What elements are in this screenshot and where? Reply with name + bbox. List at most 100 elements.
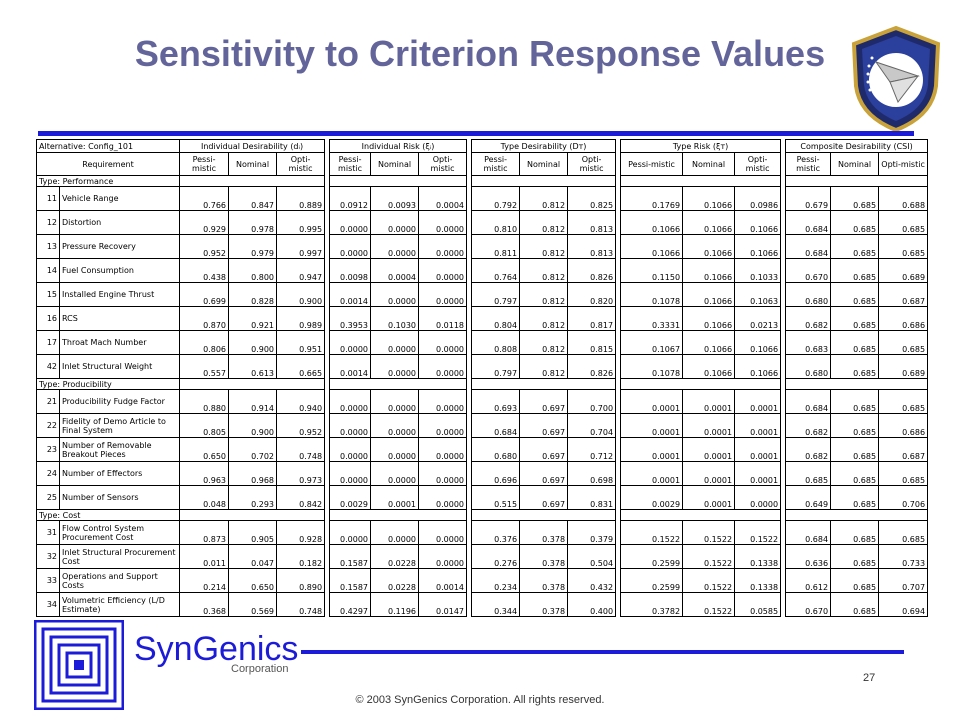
empty-cell xyxy=(471,175,617,187)
empty-cell xyxy=(471,378,617,390)
value-cell: 0.1066 xyxy=(620,234,684,259)
value-cell: 0.557 xyxy=(179,354,230,379)
value-cell: 0.649 xyxy=(785,485,832,510)
value-cell: 0.698 xyxy=(567,461,617,486)
value-cell: 0.1030 xyxy=(370,306,420,331)
value-cell: 0.214 xyxy=(179,568,230,593)
table-row: 21 Producibility Fudge Factor 0.880 0.914 0.… xyxy=(36,389,928,414)
value-cell: 0.812 xyxy=(519,306,569,331)
value-cell: 0.1150 xyxy=(620,258,684,283)
value-cell: 0.685 xyxy=(830,485,880,510)
value-cell: 0.812 xyxy=(519,282,569,307)
value-cell: 0.2599 xyxy=(620,544,684,569)
type-row: Type: Performance xyxy=(36,175,928,187)
type-label: Type: Performance xyxy=(36,175,181,187)
subheader-cell: Pessi-mistic xyxy=(329,152,372,176)
value-cell: 0.378 xyxy=(519,592,569,617)
value-cell: 0.182 xyxy=(276,544,326,569)
value-cell: 0.1522 xyxy=(682,520,736,545)
value-cell: 0.685 xyxy=(830,437,880,462)
value-cell: 0.699 xyxy=(179,282,230,307)
value-cell: 0.706 xyxy=(878,485,928,510)
requirement-id: 33 xyxy=(36,568,60,593)
value-cell: 0.0001 xyxy=(682,461,736,486)
value-cell: 0.847 xyxy=(228,186,278,211)
value-cell: 0.1338 xyxy=(734,568,782,593)
value-cell: 0.697 xyxy=(519,437,569,462)
value-cell: 0.810 xyxy=(471,210,521,235)
value-cell: 0.0000 xyxy=(418,330,468,355)
type-label: Type: Cost xyxy=(36,509,181,521)
table-row: 15 Installed Engine Thrust 0.699 0.828 0.900… xyxy=(36,282,928,307)
value-cell: 0.812 xyxy=(519,186,569,211)
table-row: 14 Fuel Consumption 0.438 0.800 0.947 0.0098 0… xyxy=(36,258,928,283)
value-cell: 0.0000 xyxy=(418,413,468,438)
value-cell: 0.685 xyxy=(830,568,880,593)
value-cell: 0.683 xyxy=(785,330,832,355)
value-cell: 0.1078 xyxy=(620,282,684,307)
requirement-name: Throat Mach Number xyxy=(58,330,181,355)
value-cell: 0.0000 xyxy=(418,282,468,307)
subheader-cell: Opti-mistic xyxy=(418,152,468,176)
value-cell: 0.0000 xyxy=(418,210,468,235)
value-cell: 0.0000 xyxy=(370,330,420,355)
requirement-name: Pressure Recovery xyxy=(58,234,181,259)
value-cell: 0.0000 xyxy=(418,461,468,486)
value-cell: 0.0029 xyxy=(329,485,372,510)
value-cell: 0.685 xyxy=(830,330,880,355)
value-cell: 0.0000 xyxy=(370,437,420,462)
value-cell: 0.979 xyxy=(228,234,278,259)
value-cell: 0.748 xyxy=(276,592,326,617)
value-cell: 0.1066 xyxy=(682,258,736,283)
value-cell: 0.817 xyxy=(567,306,617,331)
group-header: Individual Risk (ξᵢ) xyxy=(329,139,468,153)
value-cell: 0.1066 xyxy=(734,234,782,259)
value-cell: 0.800 xyxy=(228,258,278,283)
empty-cell xyxy=(620,175,782,187)
value-cell: 0.0000 xyxy=(370,389,420,414)
value-cell: 0.1066 xyxy=(734,354,782,379)
value-cell: 0.0228 xyxy=(370,544,420,569)
value-cell: 0.685 xyxy=(830,413,880,438)
value-cell: 0.0000 xyxy=(370,413,420,438)
value-cell: 0.978 xyxy=(228,210,278,235)
value-cell: 0.707 xyxy=(878,568,928,593)
requirement-header: Requirement xyxy=(36,152,181,176)
value-cell: 0.686 xyxy=(878,413,928,438)
value-cell: 0.685 xyxy=(830,354,880,379)
table-row: 32 Inlet Structural Procurement Cost 0.011… xyxy=(36,544,928,569)
table-row: 23 Number of Removable Breakout Pieces 0.6… xyxy=(36,437,928,462)
subheader-cell: Nominal xyxy=(370,152,420,176)
value-cell: 0.0000 xyxy=(418,389,468,414)
requirement-name: Flow Control System Procurement Cost xyxy=(58,520,181,545)
value-cell: 0.0001 xyxy=(682,413,736,438)
requirement-name: Vehicle Range xyxy=(58,186,181,211)
requirement-name: Inlet Structural Weight xyxy=(58,354,181,379)
value-cell: 0.805 xyxy=(179,413,230,438)
value-cell: 0.940 xyxy=(276,389,326,414)
afrl-logo xyxy=(851,25,941,133)
subheader-cell: Pessi-mistic xyxy=(785,152,832,176)
requirement-id: 32 xyxy=(36,544,60,569)
value-cell: 0.0000 xyxy=(418,520,468,545)
empty-cell xyxy=(785,509,928,521)
table-row: 31 Flow Control System Procurement Cost 0.… xyxy=(36,520,928,545)
value-cell: 0.1522 xyxy=(682,592,736,617)
requirement-id: 34 xyxy=(36,592,60,617)
value-cell: 0.1522 xyxy=(620,520,684,545)
value-cell: 0.748 xyxy=(276,437,326,462)
value-cell: 0.0000 xyxy=(418,354,468,379)
value-cell: 0.685 xyxy=(878,520,928,545)
value-cell: 0.688 xyxy=(878,186,928,211)
value-cell: 0.825 xyxy=(567,186,617,211)
value-cell: 0.995 xyxy=(276,210,326,235)
subheader-cell: Pessi-mistic xyxy=(471,152,521,176)
value-cell: 0.0029 xyxy=(620,485,684,510)
value-cell: 0.0000 xyxy=(370,234,420,259)
type-label: Type: Producibility xyxy=(36,378,181,390)
value-cell: 0.0001 xyxy=(682,437,736,462)
value-cell: 0.684 xyxy=(785,234,832,259)
value-cell: 0.400 xyxy=(567,592,617,617)
value-cell: 0.687 xyxy=(878,282,928,307)
alternative-label: Alternative: Config_101 xyxy=(36,139,181,153)
